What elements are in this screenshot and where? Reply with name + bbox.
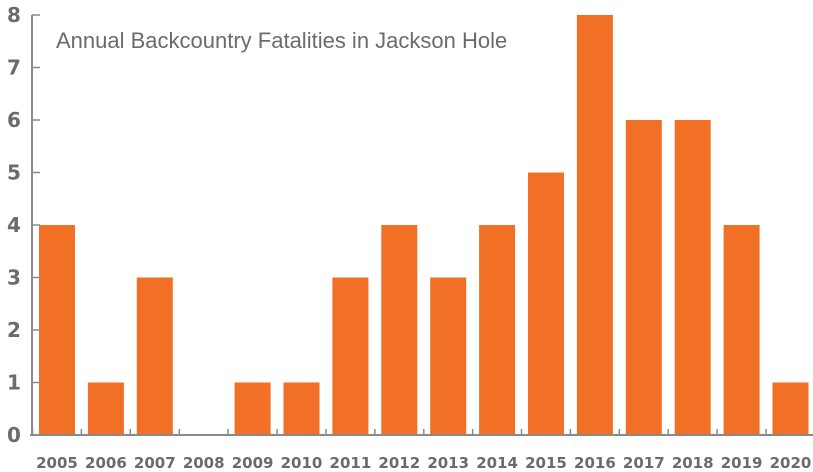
- y-tick-marks: [32, 14, 40, 436]
- y-tick-label-0: 0: [7, 423, 21, 447]
- bar-2018: [674, 120, 711, 435]
- x-tick-label-2010: 2010: [281, 454, 323, 472]
- x-tick-label-2005: 2005: [36, 454, 78, 472]
- bar-2013: [430, 277, 467, 435]
- x-tick-label-2008: 2008: [183, 454, 225, 472]
- y-tick-label-6: 6: [7, 108, 21, 132]
- x-tick-label-2013: 2013: [427, 454, 469, 472]
- bars-group: [39, 15, 809, 435]
- bar-2010: [283, 382, 320, 435]
- y-tick-label-7: 7: [7, 56, 21, 80]
- x-tick-label-2017: 2017: [623, 454, 665, 472]
- chart-title: Annual Backcountry Fatalities in Jackson…: [56, 28, 507, 53]
- y-tick-label-5: 5: [7, 161, 21, 185]
- y-tick-labels: 0 1 2 3 4 5 6 7 8: [7, 3, 21, 447]
- x-tick-label-2020: 2020: [770, 454, 812, 472]
- x-tick-label-2012: 2012: [378, 454, 420, 472]
- x-tick-label-2011: 2011: [330, 454, 372, 472]
- x-tick-label-2018: 2018: [672, 454, 714, 472]
- y-tick-label-4: 4: [7, 213, 21, 237]
- x-tick-labels: 2005 2006 2007 2008 2009 2010 2011 2012 2013 2014…: [36, 454, 811, 472]
- bar-2016: [576, 15, 613, 435]
- y-tick-label-1: 1: [7, 371, 21, 395]
- y-tick-label-2: 2: [7, 318, 21, 342]
- bar-2009: [234, 382, 271, 435]
- x-tick-label-2019: 2019: [721, 454, 763, 472]
- bar-2015: [528, 172, 564, 435]
- y-tick-label-3: 3: [7, 266, 21, 290]
- x-tick-label-2014: 2014: [476, 454, 518, 472]
- bar-2006: [87, 382, 124, 435]
- x-tick-label-2007: 2007: [134, 454, 176, 472]
- x-tick-label-2006: 2006: [85, 454, 127, 472]
- bar-2005: [39, 225, 75, 435]
- bar-2011: [332, 277, 369, 435]
- x-tick-label-2016: 2016: [574, 454, 616, 472]
- y-tick-label-8: 8: [7, 3, 21, 27]
- bar-2012: [381, 225, 418, 435]
- bar-2019: [723, 225, 760, 435]
- bar-2014: [479, 225, 516, 435]
- x-tick-label-2009: 2009: [232, 454, 274, 472]
- bar-2020: [772, 382, 809, 435]
- x-tick-label-2015: 2015: [525, 454, 567, 472]
- bar-2007: [136, 277, 173, 435]
- bar-2017: [625, 120, 662, 435]
